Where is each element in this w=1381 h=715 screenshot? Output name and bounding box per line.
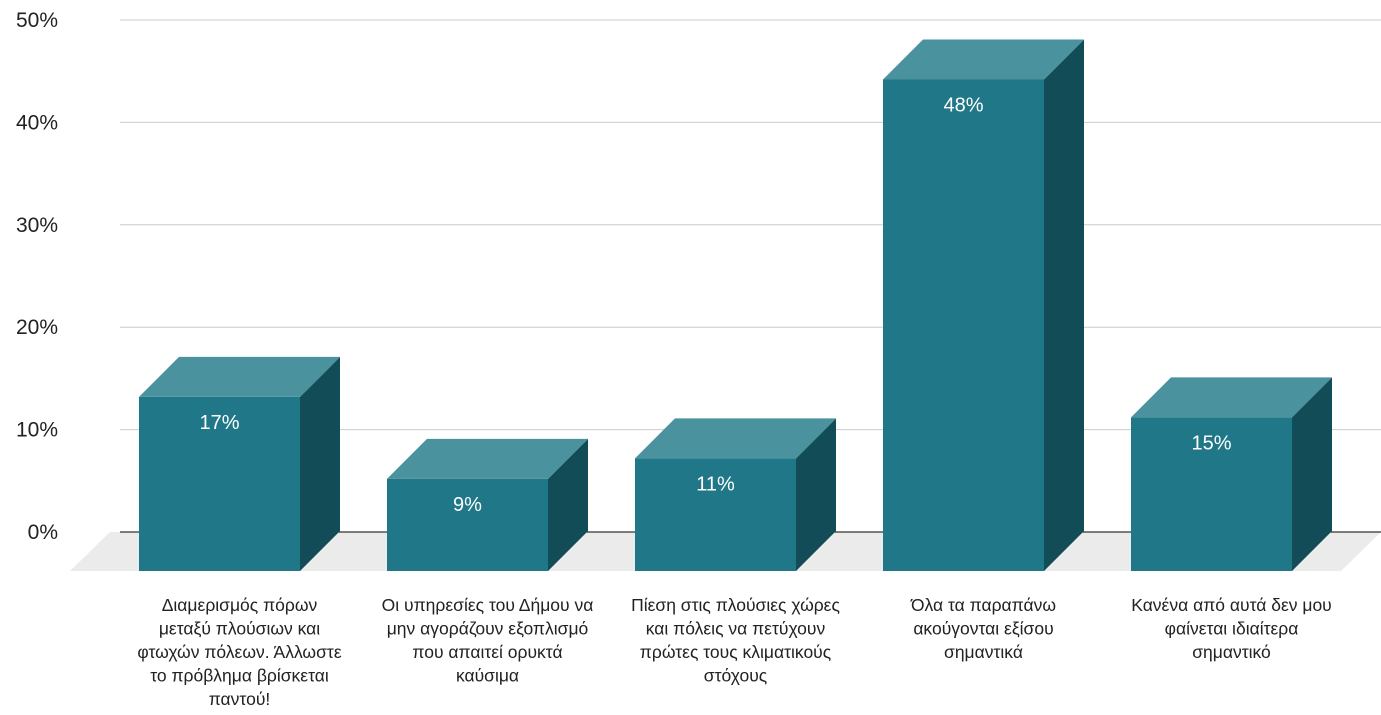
category-label: το πρόβλημα βρίσκεται [150, 666, 329, 686]
y-tick-label: 10% [16, 419, 58, 442]
data-label: 9% [453, 494, 482, 516]
data-label: 48% [943, 94, 983, 116]
category-label: καύσιμα [456, 666, 519, 686]
bar-top [883, 39, 1084, 80]
category-label: Κανένα από αυτά δεν μου [1131, 595, 1332, 615]
bar-front [387, 478, 548, 571]
bar-top [387, 438, 588, 479]
bar-top [635, 418, 836, 459]
bar-side [548, 438, 588, 571]
y-tick-label: 30% [16, 214, 58, 237]
bar-front [635, 458, 796, 571]
category-label: που απαιτεί ορυκτά [412, 642, 562, 662]
bar-side [1044, 39, 1084, 572]
category-label: σημαντικό [1192, 642, 1271, 662]
category-label: σημαντικά [944, 642, 1023, 662]
y-tick-label: 0% [28, 521, 58, 544]
bar-side [1292, 377, 1332, 571]
category-label: μην αγοράζουν εξοπλισμό [387, 619, 589, 639]
category-label: στόχους [704, 666, 767, 686]
category-label: Πίεση στις πλούσιες χώρες [631, 595, 840, 615]
bar-front [883, 79, 1044, 571]
bar-front [1131, 417, 1292, 571]
category-label: ακούγονται εξίσου [913, 619, 1053, 639]
category-label: και πόλεις να πετύχουν [646, 619, 826, 639]
category-label: μεταξύ πλούσιων και [159, 619, 320, 639]
y-tick-label: 50% [16, 9, 58, 32]
bar-front [139, 396, 300, 571]
category-label: Οι υπηρεσίες του Δήμου να [382, 595, 594, 615]
data-label: 15% [1191, 432, 1231, 454]
category-label: παντού! [209, 689, 271, 709]
data-label: 17% [199, 412, 239, 434]
y-tick-label: 40% [16, 111, 58, 134]
category-label: πρώτες τους κλιματικούς [640, 642, 831, 662]
bar-side [796, 418, 836, 571]
category-label: φτωχών πόλεων. Άλλωστε [137, 642, 341, 662]
y-tick-label: 20% [16, 316, 58, 339]
bar-top [139, 356, 340, 397]
data-label: 11% [696, 473, 735, 495]
bar-top [1131, 377, 1332, 418]
category-label: φαίνεται ιδιαίτερα [1165, 619, 1299, 639]
category-label: Όλα τα παραπάνω [910, 595, 1056, 615]
bar-side [300, 356, 340, 571]
category-label: Διαμερισμός πόρων [162, 595, 318, 615]
